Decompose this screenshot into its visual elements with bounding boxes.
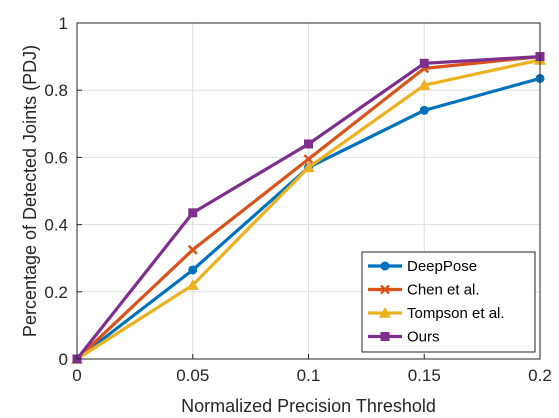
legend-label-deeppose: DeepPose — [407, 258, 477, 275]
legend-label-chen-et-al: Chen et al. — [407, 282, 480, 299]
data-point-ours — [188, 208, 198, 218]
data-point-deeppose — [419, 105, 429, 115]
series-group — [71, 51, 546, 364]
legend-marker-tompson-et-al — [379, 307, 391, 318]
x-axis-title: Normalized Precision Threshold — [181, 396, 436, 416]
data-point-tompson-et-al — [302, 161, 315, 173]
data-point-deeppose — [188, 265, 198, 275]
y-tick-label: 1 — [59, 14, 68, 33]
x-tick-label: 0.2 — [528, 366, 552, 385]
y-axis-title: Percentage of Detected Joints (PDJ) — [20, 45, 40, 337]
legend-item-tompson-et-al: Tompson et al. — [368, 305, 505, 322]
y-tick-label: 0.6 — [44, 148, 68, 167]
x-tick-label: 0.15 — [408, 366, 441, 385]
data-point-tompson-et-al — [418, 79, 431, 90]
data-point-chen-et-al — [187, 244, 198, 255]
legend: DeepPose Chen et al. Tompson et al. Ours — [361, 251, 536, 353]
x-tick-label: 0.05 — [176, 366, 209, 385]
data-point-chen-et-al — [303, 154, 314, 165]
legend-marker-deeppose — [380, 261, 390, 271]
legend-marker-chen-et-al — [380, 284, 390, 295]
axis-ticks: 0 0.05 0.1 0.15 0.2 0 0.2 0.4 0.6 0.8 1 — [44, 14, 551, 385]
y-tick-label: 0.4 — [44, 216, 68, 235]
data-point-ours — [304, 139, 313, 149]
x-tick-label: 0 — [72, 366, 81, 385]
legend-item-chen-et-al: Chen et al. — [368, 282, 480, 299]
data-point-ours — [419, 58, 429, 68]
x-tick-label: 0.1 — [297, 366, 321, 385]
y-tick-label: 0 — [59, 350, 68, 369]
data-point-tompson-et-al — [186, 279, 199, 290]
y-tick-label: 0.8 — [44, 81, 68, 100]
legend-marker-ours — [380, 332, 390, 341]
legend-label-ours: Ours — [407, 329, 440, 346]
legend-item-ours: Ours — [368, 329, 440, 346]
legend-item-deeppose: DeepPose — [368, 258, 477, 275]
legend-label-tompson-et-al: Tompson et al. — [407, 305, 505, 322]
y-tick-label: 0.2 — [44, 283, 68, 302]
